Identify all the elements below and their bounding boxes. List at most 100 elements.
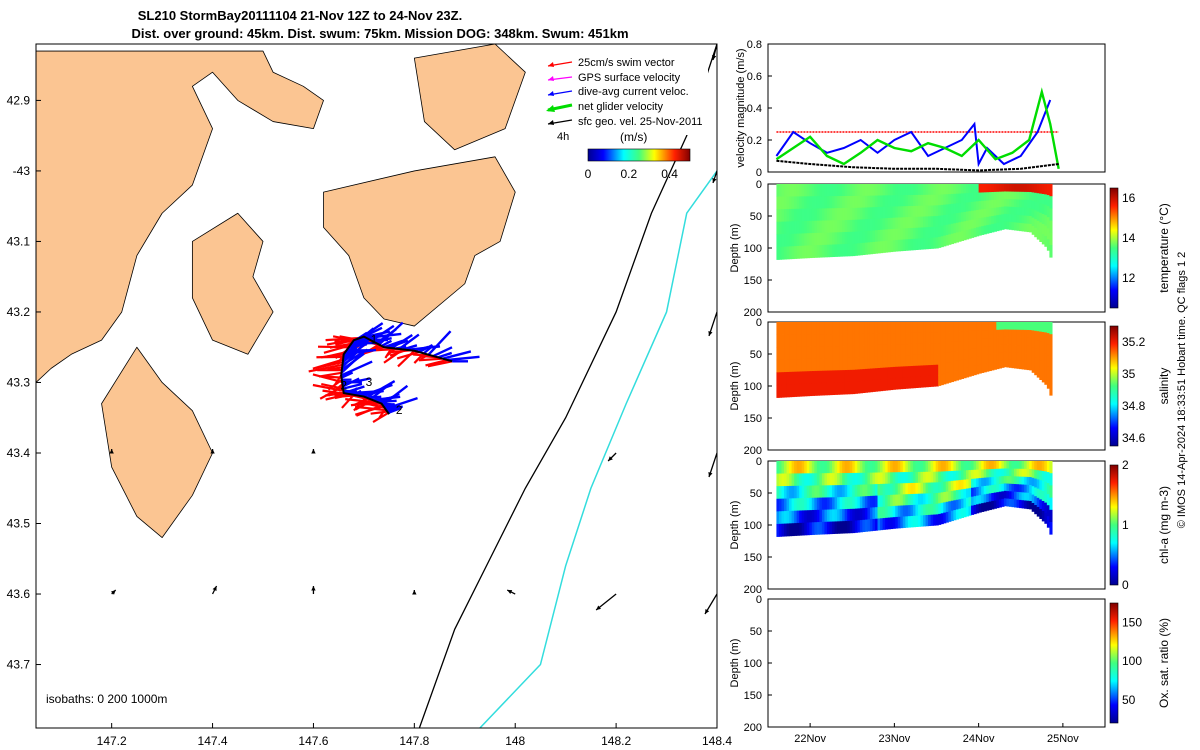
section-cell bbox=[1008, 491, 1013, 500]
section-cell bbox=[890, 184, 894, 196]
section-cell bbox=[811, 461, 815, 474]
section-cell bbox=[915, 322, 919, 334]
section-cell bbox=[814, 370, 818, 384]
section-cell bbox=[965, 202, 970, 212]
section-colorbar-tick: 16 bbox=[1122, 191, 1136, 205]
section-cell bbox=[847, 231, 851, 245]
section-cell bbox=[1044, 513, 1048, 524]
section-cell bbox=[842, 370, 846, 383]
section-cell bbox=[945, 342, 949, 353]
section-cell bbox=[897, 322, 901, 334]
section-cell bbox=[938, 364, 942, 376]
section-cell bbox=[1008, 498, 1013, 507]
section-cell bbox=[965, 506, 970, 517]
section-cell bbox=[1046, 505, 1050, 517]
section-cell bbox=[864, 207, 869, 220]
section-cell bbox=[1031, 338, 1035, 348]
section-cell bbox=[1046, 344, 1050, 356]
section-cell bbox=[867, 461, 871, 474]
section-cell bbox=[1029, 346, 1033, 355]
section-cell bbox=[826, 208, 831, 221]
section-cell bbox=[912, 194, 917, 207]
section-cell bbox=[832, 346, 836, 359]
section-cell bbox=[874, 518, 879, 531]
section-cell bbox=[872, 379, 876, 392]
section-colorbar bbox=[1109, 464, 1119, 586]
section-y-tick-label: 50 bbox=[750, 349, 762, 361]
section-cell bbox=[897, 228, 901, 241]
section-cell bbox=[882, 461, 886, 473]
section-cell bbox=[905, 377, 909, 389]
section-cell bbox=[862, 484, 866, 497]
section-colorbar-tick: 34.8 bbox=[1122, 399, 1146, 413]
section-cell bbox=[832, 196, 836, 209]
section-cell bbox=[1026, 322, 1030, 331]
section-cell bbox=[1026, 207, 1030, 217]
section-y-tick-label: 50 bbox=[750, 626, 762, 638]
map-x-axis: 147.2 147.4 147.6 147.8 148 148.2 148.4 bbox=[97, 723, 732, 748]
section-cell bbox=[1039, 461, 1043, 471]
section-cell bbox=[923, 227, 927, 239]
section-cell bbox=[1039, 331, 1043, 342]
section-cell bbox=[897, 366, 901, 379]
section-cell bbox=[890, 506, 894, 518]
section-cell bbox=[1014, 222, 1018, 231]
section-cell bbox=[814, 461, 818, 474]
section-cell bbox=[826, 322, 831, 335]
section-cell bbox=[1034, 505, 1038, 515]
section-cell bbox=[778, 234, 783, 248]
section-cell bbox=[915, 365, 919, 378]
section-cell bbox=[996, 484, 1000, 493]
section-cell bbox=[902, 355, 906, 367]
section-cell bbox=[776, 523, 780, 537]
section-cell bbox=[877, 483, 881, 496]
section-cell bbox=[1021, 468, 1025, 478]
section-cell bbox=[874, 379, 879, 392]
section-ylabel: Depth (m) bbox=[729, 639, 741, 688]
section-cell bbox=[789, 461, 793, 474]
section-cell bbox=[778, 384, 783, 398]
section-cell bbox=[897, 239, 901, 252]
current-vector bbox=[341, 351, 358, 369]
section-cell bbox=[849, 381, 853, 395]
section-cell bbox=[1031, 347, 1035, 356]
section-cell bbox=[776, 184, 780, 197]
section-cell bbox=[819, 346, 823, 359]
section-cell bbox=[847, 333, 851, 347]
section-cell bbox=[912, 504, 917, 517]
section-cell bbox=[880, 184, 884, 196]
section-cell bbox=[1029, 200, 1033, 209]
section-cell bbox=[872, 356, 876, 369]
section-cell bbox=[991, 493, 995, 502]
map-y-tick-label: 42.9 bbox=[7, 93, 31, 107]
section-cell bbox=[784, 246, 788, 260]
section-cell bbox=[789, 510, 793, 524]
section-cell bbox=[826, 346, 831, 359]
section-cell bbox=[953, 510, 957, 521]
section-cell bbox=[973, 330, 977, 340]
section-cell bbox=[991, 354, 995, 363]
section-cell bbox=[1001, 344, 1005, 353]
section-cell bbox=[1044, 471, 1048, 483]
section-cell bbox=[945, 322, 949, 333]
section-cell bbox=[890, 494, 894, 507]
legend-item-sfc-geo: sfc geo. vel. 25-Nov-2011 bbox=[547, 116, 703, 128]
section-cell bbox=[852, 357, 856, 371]
section-cell bbox=[1016, 214, 1020, 224]
section-cell bbox=[842, 358, 846, 371]
section-cell bbox=[978, 461, 982, 470]
section-cell bbox=[895, 472, 899, 484]
section-cell bbox=[1003, 184, 1008, 192]
section-cell bbox=[844, 184, 848, 197]
section-cell bbox=[976, 486, 980, 497]
section-cell bbox=[912, 332, 917, 345]
section-cell bbox=[877, 344, 881, 357]
section-cell bbox=[1014, 337, 1018, 346]
section-cell bbox=[983, 208, 987, 218]
section-cell bbox=[1006, 498, 1010, 507]
track-time-labels: 12 32 bbox=[340, 333, 402, 418]
section-cell bbox=[806, 208, 810, 222]
section-cell bbox=[791, 371, 795, 385]
section-cell bbox=[991, 501, 995, 510]
section-cell bbox=[960, 322, 965, 332]
